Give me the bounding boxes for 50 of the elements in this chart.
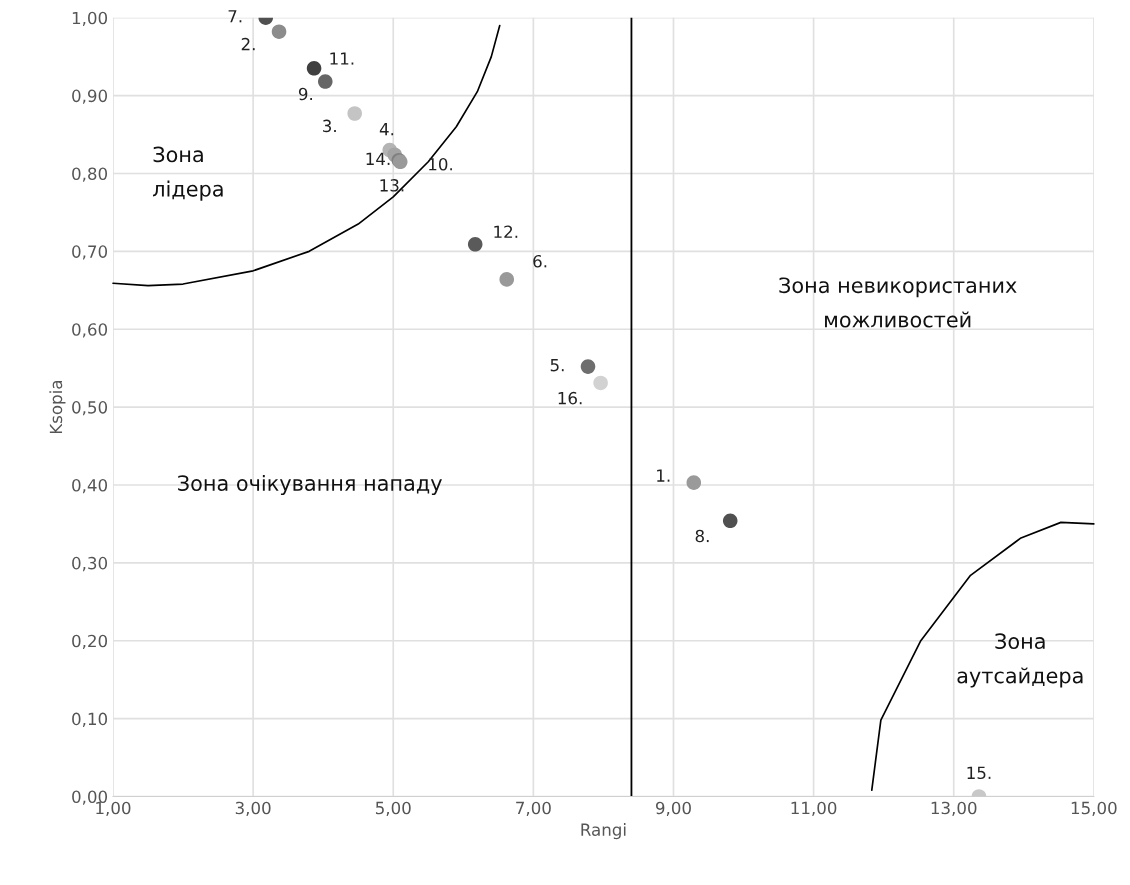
annotation: 2. [241, 37, 255, 51]
annotation: 5. [550, 359, 564, 372]
annotation: 6. [533, 254, 547, 268]
x-tick-label: 15,00 [1071, 801, 1117, 816]
point [580, 359, 596, 374]
annotation: 8. [695, 529, 709, 543]
annotation: Зона невикористаних можливостей [779, 277, 1017, 328]
point [722, 513, 738, 529]
y-tick-label: 0,80 [72, 167, 108, 182]
y-tick-label: 0,60 [72, 323, 108, 338]
x-tick-label: 7,00 [516, 801, 551, 816]
annotation: 10. [429, 158, 452, 171]
annotation: 9. [298, 87, 312, 101]
annotation: 15. [967, 766, 991, 780]
point [306, 61, 322, 76]
annotation: 14. [366, 152, 390, 165]
annotation: Зона аутсайдера [957, 633, 1083, 688]
y-tick-label: 0,90 [72, 89, 108, 104]
y-tick-label: 0,50 [72, 401, 108, 416]
annotation: 16. [558, 391, 582, 405]
annotation: Зона очікування нападу [178, 474, 442, 496]
line-series [870, 521, 1095, 792]
x-tick-label: 13,00 [931, 801, 977, 816]
y-tick-label: 0,10 [72, 712, 108, 727]
annotation: 7. [228, 10, 242, 23]
x-axis-title: Rangi [581, 823, 626, 840]
annotation: 1. [657, 469, 670, 482]
annotation: Зона лідера [153, 146, 223, 201]
x-tick-label: 9,00 [655, 801, 691, 816]
x-tick-label: 5,00 [375, 801, 411, 816]
point [499, 272, 515, 287]
y-axis-title: Ksopia [49, 381, 66, 434]
annotation: 4. [379, 123, 394, 136]
annotation: 3. [323, 119, 336, 133]
point [271, 24, 287, 39]
y-tick-label: 0,70 [72, 245, 108, 260]
x-tick-label: 3,00 [235, 801, 271, 816]
point [318, 74, 333, 89]
annotation: 11. [330, 52, 354, 65]
point [686, 475, 702, 490]
annotation: 12. [494, 225, 518, 238]
point [593, 375, 608, 391]
point [347, 106, 362, 121]
point [467, 237, 483, 252]
x-tick-label: 11,00 [791, 801, 837, 816]
annotation: 13. [380, 179, 404, 192]
y-tick-label: 0,20 [72, 634, 108, 650]
y-tick-label: 1,00 [72, 11, 108, 26]
y-tick-label: 0,40 [72, 478, 108, 494]
y-tick-label: 0,30 [72, 556, 108, 572]
